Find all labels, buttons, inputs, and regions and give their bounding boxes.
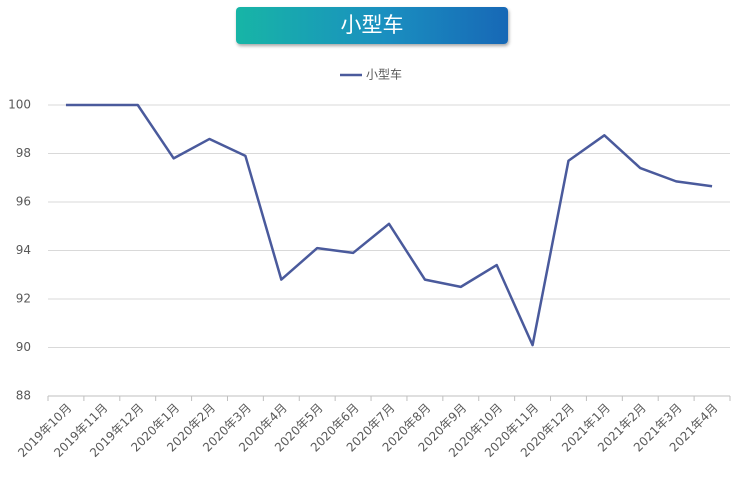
- y-tick-label: 98: [16, 146, 31, 160]
- y-tick-label: 94: [16, 243, 31, 257]
- y-tick-label: 100: [8, 98, 31, 112]
- legend-label: 小型车: [366, 67, 402, 82]
- chart-title: 小型车: [236, 7, 508, 44]
- y-tick-label: 92: [16, 292, 31, 306]
- y-tick-label: 90: [16, 340, 31, 354]
- y-tick-label: 96: [16, 195, 31, 209]
- series-line: [65, 103, 713, 347]
- y-tick-label: 88: [16, 389, 31, 403]
